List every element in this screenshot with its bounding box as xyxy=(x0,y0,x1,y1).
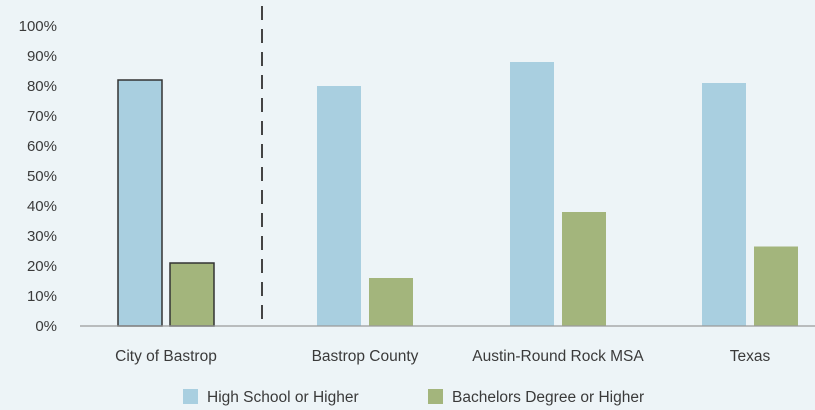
bar-high-school-or-higher xyxy=(117,79,163,327)
bar-bachelors-degree-or-higher xyxy=(754,246,798,326)
y-tick-label: 60% xyxy=(27,138,57,155)
legend-swatch xyxy=(428,389,443,404)
bar-bachelors-degree-or-higher xyxy=(562,212,606,326)
legend-label: High School or Higher xyxy=(207,389,359,406)
bars xyxy=(117,6,798,327)
x-tick-label: Austin-Round Rock MSA xyxy=(472,348,644,365)
x-tick-label: Texas xyxy=(730,348,771,365)
y-axis: 0% 10% 20% 30% 40% 50% 60% 70% 80% 90% 100% xyxy=(19,18,57,335)
bar-high-school-or-higher xyxy=(510,62,554,326)
bar-bachelors-degree-or-higher xyxy=(169,262,215,327)
bar-bachelors-degree-or-higher xyxy=(369,278,413,326)
y-tick-label: 100% xyxy=(19,18,57,35)
y-tick-label: 10% xyxy=(27,288,57,305)
legend-label: Bachelors Degree or Higher xyxy=(452,389,644,406)
legend: High School or Higher Bachelors Degree or… xyxy=(183,389,644,406)
y-tick-label: 70% xyxy=(27,108,57,125)
y-tick-label: 40% xyxy=(27,198,57,215)
y-tick-label: 20% xyxy=(27,258,57,275)
x-axis: City of Bastrop Bastrop County Austin-Roun… xyxy=(80,325,815,365)
x-tick-label: Bastrop County xyxy=(312,348,419,365)
y-tick-label: 0% xyxy=(35,318,57,335)
y-tick-label: 90% xyxy=(27,48,57,65)
y-tick-label: 80% xyxy=(27,78,57,95)
bar-high-school-or-higher xyxy=(702,83,746,326)
x-tick-label: City of Bastrop xyxy=(115,348,217,365)
y-tick-label: 50% xyxy=(27,168,57,185)
legend-swatch xyxy=(183,389,198,404)
bar-high-school-or-higher xyxy=(317,86,361,326)
y-tick-label: 30% xyxy=(27,228,57,245)
